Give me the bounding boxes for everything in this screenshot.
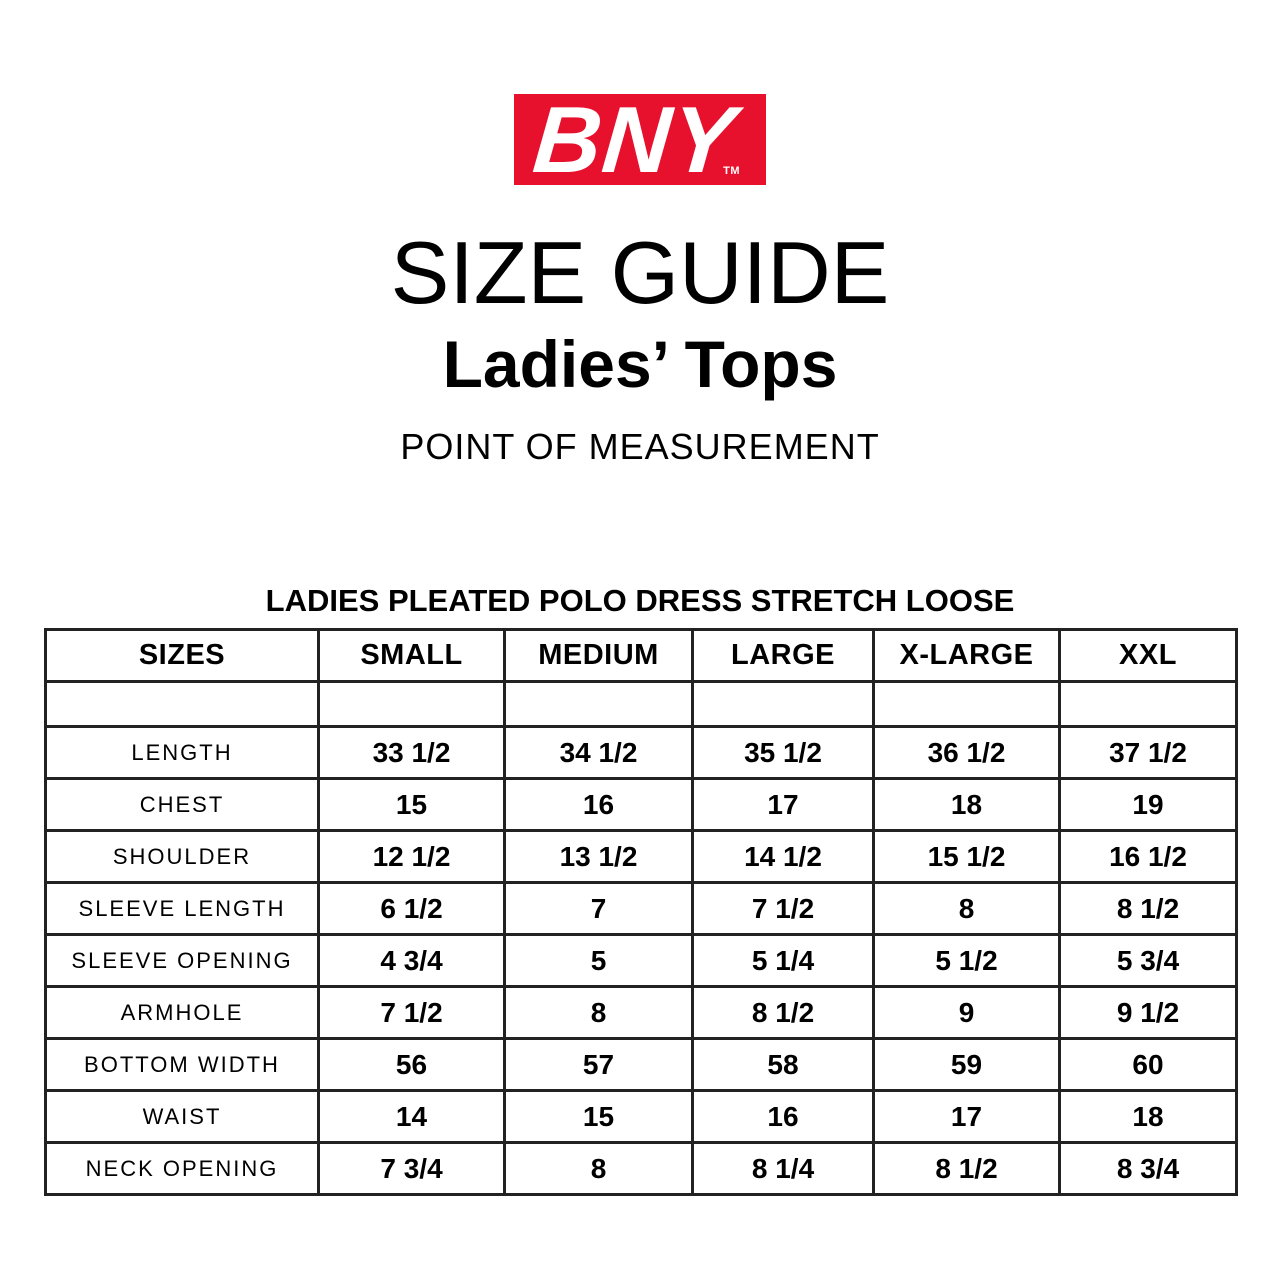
bny-logo: BNY TM bbox=[514, 87, 766, 192]
value-cell: 6 1/2 bbox=[317, 881, 506, 936]
value-cell: 7 bbox=[503, 881, 694, 936]
value-cell: 19 bbox=[1058, 777, 1238, 832]
header-cell-x-large: X-LARGE bbox=[872, 628, 1061, 683]
value-cell: 12 1/2 bbox=[317, 829, 506, 884]
value-cell: 36 1/2 bbox=[872, 725, 1061, 780]
value-cell: 16 bbox=[691, 1089, 875, 1144]
row-label-cell: WAIST bbox=[44, 1089, 320, 1144]
value-cell: 14 bbox=[317, 1089, 506, 1144]
value-cell: 8 3/4 bbox=[1058, 1141, 1238, 1196]
value-cell: 16 bbox=[503, 777, 694, 832]
table-row: SLEEVE LENGTH 6 1/2 7 7 1/2 8 8 1/2 bbox=[44, 881, 1238, 936]
table-row: BOTTOM WIDTH 56 57 58 59 60 bbox=[44, 1037, 1238, 1092]
value-cell: 57 bbox=[503, 1037, 694, 1092]
page-subtitle: Ladies’ Tops bbox=[442, 327, 838, 401]
value-cell: 37 1/2 bbox=[1058, 725, 1238, 780]
value-cell: 5 1/2 bbox=[872, 933, 1061, 988]
table-row: SHOULDER 12 1/2 13 1/2 14 1/2 15 1/2 16 1/2 bbox=[44, 829, 1238, 884]
value-cell: 8 bbox=[503, 985, 694, 1040]
header-cell-xxl: XXL bbox=[1058, 628, 1238, 683]
value-cell: 8 1/4 bbox=[691, 1141, 875, 1196]
spacer-cell bbox=[1058, 680, 1238, 728]
measurement-label: POINT OF MEASUREMENT bbox=[400, 426, 880, 467]
table-row: NECK OPENING 7 3/4 8 8 1/4 8 1/2 8 3/4 bbox=[44, 1141, 1238, 1196]
value-cell: 15 1/2 bbox=[872, 829, 1061, 884]
value-cell: 7 1/2 bbox=[691, 881, 875, 936]
value-cell: 18 bbox=[872, 777, 1061, 832]
row-label-cell: SLEEVE LENGTH bbox=[44, 881, 320, 936]
value-cell: 58 bbox=[691, 1037, 875, 1092]
value-cell: 8 1/2 bbox=[872, 1141, 1061, 1196]
spacer-cell bbox=[317, 680, 506, 728]
table-row: SLEEVE OPENING 4 3/4 5 5 1/4 5 1/2 5 3/4 bbox=[44, 933, 1238, 988]
value-cell: 14 1/2 bbox=[691, 829, 875, 884]
value-cell: 60 bbox=[1058, 1037, 1238, 1092]
value-cell: 7 3/4 bbox=[317, 1141, 506, 1196]
value-cell: 5 bbox=[503, 933, 694, 988]
value-cell: 7 1/2 bbox=[317, 985, 506, 1040]
size-chart-header-row: SIZES SMALL MEDIUM LARGE X-LARGE XXL bbox=[44, 628, 1238, 683]
row-label-cell: ARMHOLE bbox=[44, 985, 320, 1040]
value-cell: 8 bbox=[503, 1141, 694, 1196]
spacer-cell bbox=[872, 680, 1061, 728]
row-label-cell: SLEEVE OPENING bbox=[44, 933, 320, 988]
header-cell-sizes: SIZES bbox=[44, 628, 320, 683]
spacer-cell bbox=[44, 680, 320, 728]
header-cell-small: SMALL bbox=[317, 628, 506, 683]
value-cell: 8 bbox=[872, 881, 1061, 936]
row-label-cell: SHOULDER bbox=[44, 829, 320, 884]
row-label-cell: NECK OPENING bbox=[44, 1141, 320, 1196]
bny-logo-text: BNY bbox=[529, 87, 741, 192]
value-cell: 17 bbox=[872, 1089, 1061, 1144]
value-cell: 9 1/2 bbox=[1058, 985, 1238, 1040]
row-label-cell: LENGTH bbox=[44, 725, 320, 780]
value-cell: 15 bbox=[503, 1089, 694, 1144]
value-cell: 33 1/2 bbox=[317, 725, 506, 780]
page-title: SIZE GUIDE bbox=[390, 223, 890, 322]
table-row: WAIST 14 15 16 17 18 bbox=[44, 1089, 1238, 1144]
row-label-cell: CHEST bbox=[44, 777, 320, 832]
spacer-cell bbox=[691, 680, 875, 728]
value-cell: 56 bbox=[317, 1037, 506, 1092]
value-cell: 5 1/4 bbox=[691, 933, 875, 988]
size-chart-table: SIZES SMALL MEDIUM LARGE X-LARGE XXL LENGTH 33… bbox=[44, 628, 1238, 1196]
value-cell: 35 1/2 bbox=[691, 725, 875, 780]
table-row: ARMHOLE 7 1/2 8 8 1/2 9 9 1/2 bbox=[44, 985, 1238, 1040]
row-label-cell: BOTTOM WIDTH bbox=[44, 1037, 320, 1092]
value-cell: 18 bbox=[1058, 1089, 1238, 1144]
value-cell: 17 bbox=[691, 777, 875, 832]
spacer-row bbox=[44, 680, 1238, 728]
value-cell: 5 3/4 bbox=[1058, 933, 1238, 988]
trademark-symbol: TM bbox=[723, 165, 740, 177]
table-row: LENGTH 33 1/2 34 1/2 35 1/2 36 1/2 37 1/2 bbox=[44, 725, 1238, 780]
value-cell: 15 bbox=[317, 777, 506, 832]
spacer-cell bbox=[503, 680, 694, 728]
value-cell: 4 3/4 bbox=[317, 933, 506, 988]
value-cell: 8 1/2 bbox=[1058, 881, 1238, 936]
table-row: CHEST 15 16 17 18 19 bbox=[44, 777, 1238, 832]
header-cell-large: LARGE bbox=[691, 628, 875, 683]
value-cell: 16 1/2 bbox=[1058, 829, 1238, 884]
value-cell: 59 bbox=[872, 1037, 1061, 1092]
value-cell: 34 1/2 bbox=[503, 725, 694, 780]
value-cell: 9 bbox=[872, 985, 1061, 1040]
product-title: LADIES PLEATED POLO DRESS STRETCH LOOSE bbox=[265, 583, 1015, 618]
header-cell-medium: MEDIUM bbox=[503, 628, 694, 683]
value-cell: 13 1/2 bbox=[503, 829, 694, 884]
value-cell: 8 1/2 bbox=[691, 985, 875, 1040]
